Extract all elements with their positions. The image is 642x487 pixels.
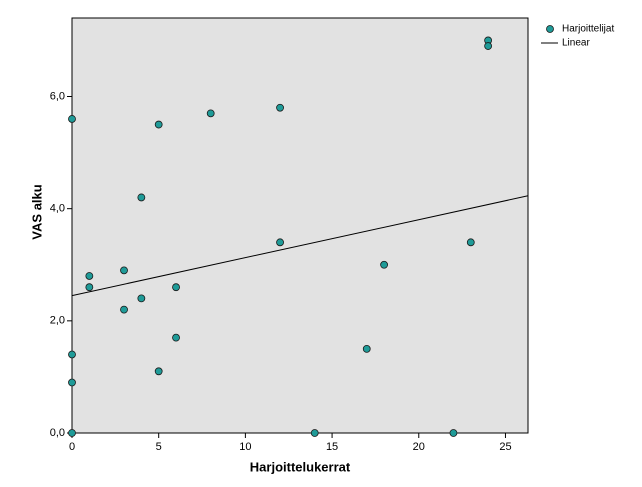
data-point bbox=[362, 344, 371, 353]
x-tick-label: 5 bbox=[156, 441, 162, 453]
y-tick-label: 4,0 bbox=[50, 203, 65, 215]
data-point bbox=[85, 283, 94, 292]
data-point bbox=[310, 429, 319, 437]
legend-label: Harjoittelijat bbox=[562, 24, 614, 35]
x-tick-label: 10 bbox=[239, 441, 251, 453]
data-point bbox=[85, 272, 94, 280]
x-tick-label: 25 bbox=[499, 441, 511, 453]
data-point bbox=[206, 109, 215, 118]
plot-area bbox=[71, 17, 529, 434]
x-axis-title: Harjoittelukerrat bbox=[250, 459, 351, 474]
fit-line bbox=[71, 195, 529, 297]
data-point bbox=[68, 350, 76, 359]
data-point bbox=[484, 42, 493, 50]
y-tick-label: 0,0 bbox=[50, 427, 65, 439]
data-point bbox=[68, 115, 76, 123]
data-point bbox=[380, 260, 388, 269]
data-point bbox=[137, 294, 146, 303]
data-point bbox=[137, 193, 146, 202]
data-point bbox=[120, 305, 128, 314]
data-point bbox=[68, 378, 76, 387]
legend-label: Linear bbox=[562, 38, 590, 49]
x-tick-label: 15 bbox=[326, 441, 338, 453]
x-tick-label: 0 bbox=[69, 441, 75, 453]
data-point bbox=[276, 103, 284, 112]
y-tick-label: 6,0 bbox=[50, 90, 65, 102]
data-point bbox=[276, 238, 284, 247]
data-point bbox=[120, 266, 128, 275]
legend-marker bbox=[546, 25, 554, 33]
data-point bbox=[466, 238, 475, 247]
data-point bbox=[172, 283, 180, 292]
data-point bbox=[449, 429, 458, 437]
data-point bbox=[154, 367, 163, 376]
data-point bbox=[172, 333, 180, 342]
y-axis-title: VAS alku bbox=[29, 184, 44, 239]
data-point bbox=[154, 120, 163, 129]
y-tick-label: 2,0 bbox=[50, 315, 65, 327]
data-point bbox=[68, 429, 76, 437]
x-tick-label: 20 bbox=[413, 441, 425, 453]
